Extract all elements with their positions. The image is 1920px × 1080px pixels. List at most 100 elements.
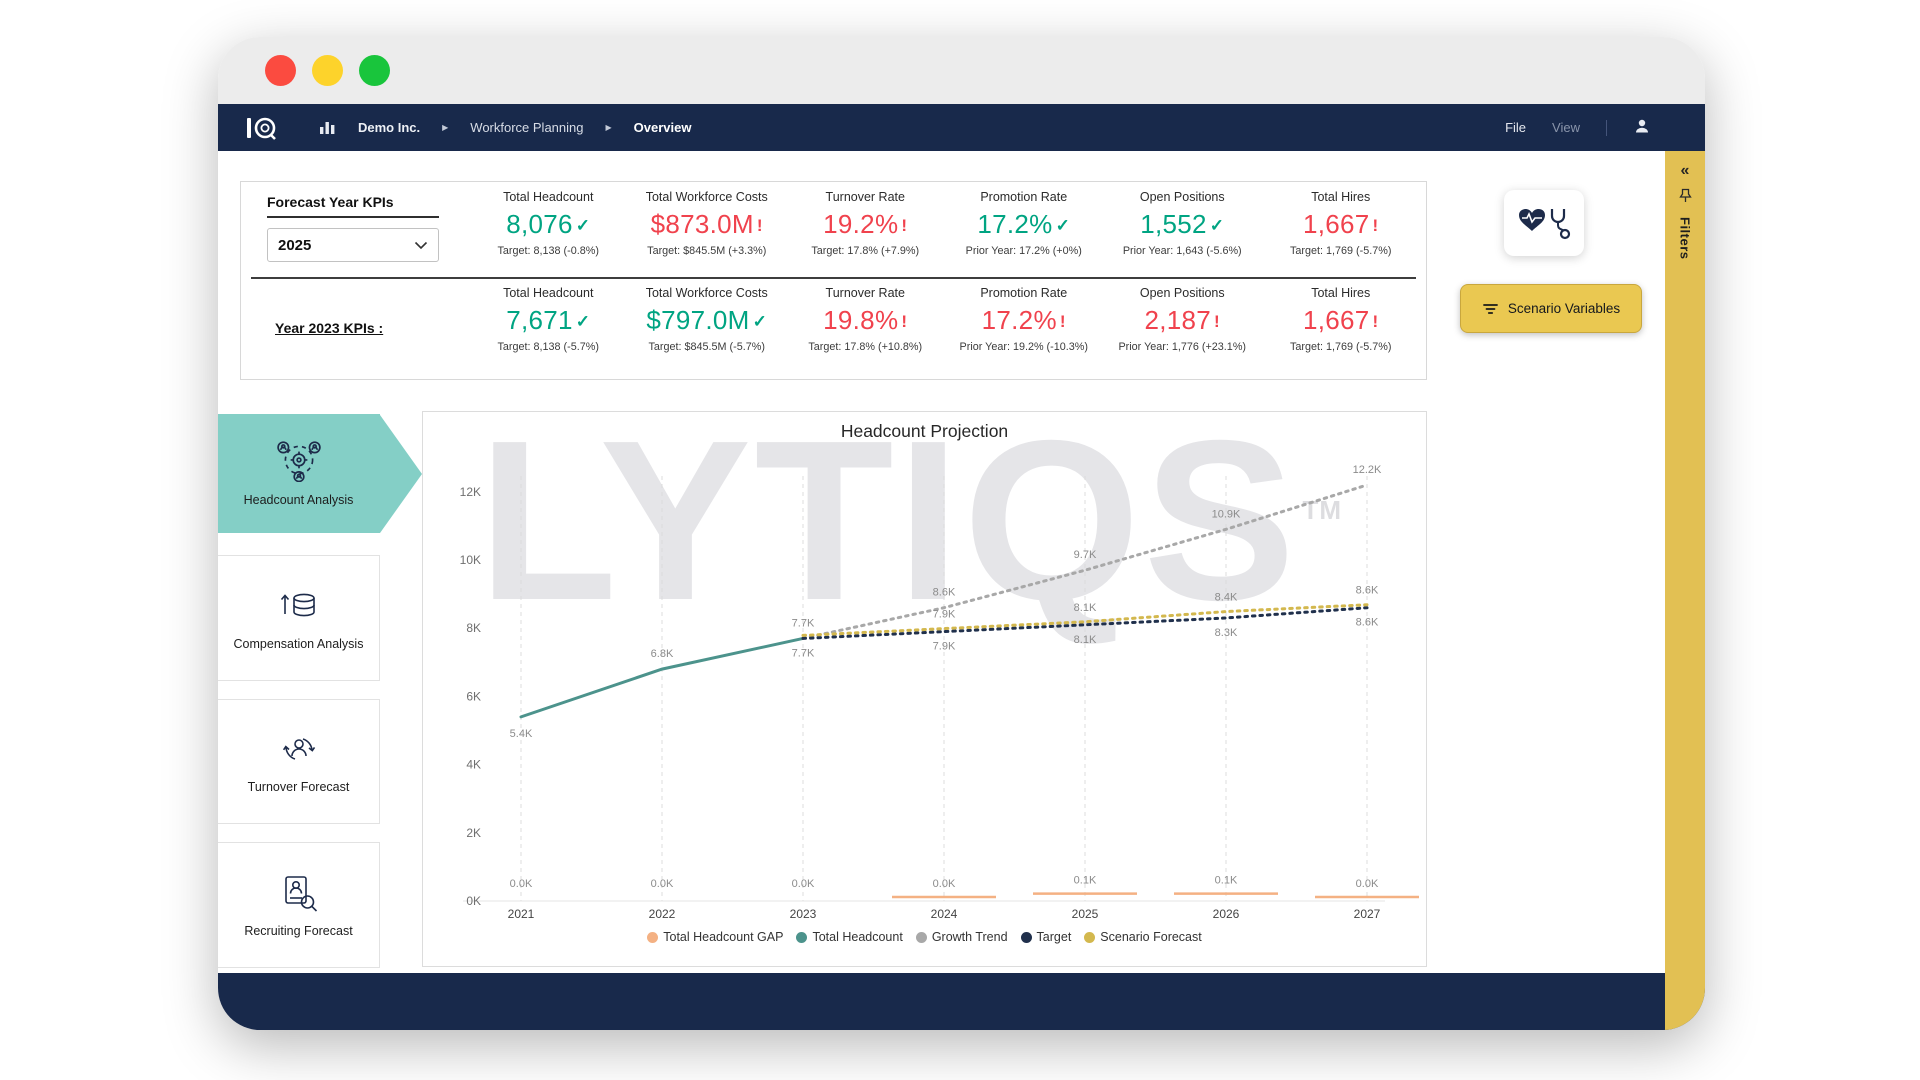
svg-text:7.9K: 7.9K — [933, 641, 956, 653]
svg-text:0.0K: 0.0K — [933, 878, 956, 890]
svg-text:2024: 2024 — [931, 907, 958, 921]
kpi-value-text: 19.8% — [823, 305, 899, 335]
legend-item[interactable]: Total Headcount — [796, 930, 903, 944]
kpi-forecast-turnover-rate: Turnover Rate 19.2%! Target: 17.8% (+7.9… — [786, 190, 945, 257]
kpi-subtext: Prior Year: 1,643 (-5.6%) — [1122, 245, 1242, 257]
svg-text:8.1K: 8.1K — [1074, 634, 1097, 646]
svg-text:6K: 6K — [466, 689, 481, 703]
kpi-2023-total-hires: Total Hires 1,667! Target: 1,769 (-5.7%) — [1262, 286, 1421, 353]
legend-item[interactable]: Scenario Forecast — [1084, 930, 1202, 944]
svg-text:8.6K: 8.6K — [1356, 585, 1379, 597]
sidebar-item-compensation-analysis[interactable]: Compensation Analysis — [218, 555, 380, 681]
kpi-value-text: 1,552 — [1140, 209, 1207, 239]
maximize-window-button[interactable] — [359, 55, 390, 86]
close-window-button[interactable] — [265, 55, 296, 86]
collapse-filters-icon[interactable]: « — [1680, 162, 1690, 179]
breadcrumb-company[interactable]: Demo Inc. — [358, 120, 421, 135]
kpi-indicator: ! — [901, 312, 908, 331]
kpi-row-divider — [251, 277, 1416, 279]
kpi-indicator: ! — [1372, 312, 1379, 331]
breadcrumb-arrow-icon: ▶ — [442, 123, 449, 132]
sidebar-item-label: Recruiting Forecast — [244, 923, 353, 938]
kpi-indicator: ✓ — [1209, 216, 1225, 235]
kpi-indicator: ! — [1372, 216, 1379, 235]
sidebar-item-label: Compensation Analysis — [233, 636, 364, 651]
kpi-indicator: ✓ — [575, 312, 591, 331]
kpi-subtext: Target: 8,138 (-0.8%) — [497, 245, 599, 257]
kpi-subtext: Prior Year: 1,776 (+23.1%) — [1118, 341, 1247, 353]
footer-bar — [218, 973, 1705, 1030]
kpi-2023-total-headcount: Total Headcount 7,671 ✓ Target: 8,138 (-5… — [469, 286, 628, 353]
breadcrumb-overview[interactable]: Overview — [633, 120, 692, 135]
sidebar-item-headcount-analysis[interactable]: Headcount Analysis — [218, 414, 422, 533]
svg-text:0K: 0K — [466, 894, 481, 908]
svg-text:10K: 10K — [460, 553, 481, 567]
kpi-indicator: ! — [1059, 312, 1066, 331]
legend-dot-icon — [796, 931, 808, 943]
kpi-value-text: 17.2% — [981, 305, 1057, 335]
kpi-subtext: Target: 8,138 (-5.7%) — [497, 341, 599, 353]
filters-panel: « Filters — [1665, 151, 1705, 1030]
kpi-subtext: Prior Year: 17.2% (+0%) — [965, 245, 1082, 257]
kpi-forecast-open-positions: Open Positions 1,552 ✓ Prior Year: 1,643 … — [1103, 190, 1262, 257]
svg-text:2K: 2K — [466, 826, 481, 840]
scenario-variables-button[interactable]: Scenario Variables — [1460, 284, 1642, 333]
kpi-value-text: 2,187 — [1144, 305, 1212, 335]
file-menu[interactable]: File — [1505, 120, 1527, 135]
legend-item[interactable]: Target — [1020, 930, 1072, 944]
svg-text:12K: 12K — [460, 485, 481, 499]
kpi-subtext: Target: 1,769 (-5.7%) — [1290, 245, 1392, 257]
breadcrumb-workforce-planning[interactable]: Workforce Planning — [470, 120, 584, 135]
year-2023-kpis-label: Year 2023 KPIs : — [275, 320, 384, 336]
kpi-subtext: Target: 17.8% (+10.8%) — [808, 341, 923, 353]
sidebar-item-label: Turnover Forecast — [247, 780, 350, 794]
sidebar-item-label: Headcount Analysis — [243, 493, 354, 507]
kpi-value-text: 7,671 — [506, 305, 573, 335]
chart-legend: Total Headcount GAP Total Headcount Growth… — [423, 930, 1426, 944]
year-2023-kpi-row: Total Headcount 7,671 ✓ Target: 8,138 (-5… — [469, 286, 1420, 353]
user-icon[interactable] — [1633, 117, 1651, 138]
headcount-projection-chart[interactable]: 2021 2022 2023 2024 2025 2026 2027 0K 2K 4K 6K 8K 10… — [423, 412, 1427, 967]
chevron-down-icon — [414, 241, 428, 249]
scenario-variables-label: Scenario Variables — [1507, 301, 1621, 316]
svg-text:9.7K: 9.7K — [1074, 549, 1097, 561]
kpi-indicator: ! — [901, 216, 908, 235]
kpi-subtext: Target: $845.5M (+3.3%) — [647, 245, 767, 257]
pin-filters-icon[interactable] — [1678, 188, 1692, 208]
kpi-subtext: Target: 1,769 (-5.7%) — [1290, 341, 1392, 353]
sidebar-item-recruiting-forecast[interactable]: Recruiting Forecast — [218, 842, 380, 968]
nav-divider — [1606, 119, 1607, 136]
kpi-subtext: Target: $845.5M (-5.7%) — [648, 341, 765, 353]
svg-text:12.2K: 12.2K — [1353, 464, 1382, 476]
sidebar-item-turnover-forecast[interactable]: Turnover Forecast — [218, 699, 380, 824]
legend-label: Growth Trend — [931, 930, 1008, 944]
svg-text:7.9K: 7.9K — [933, 609, 956, 621]
svg-text:2026: 2026 — [1213, 907, 1240, 921]
turnover-forecast-icon — [277, 729, 321, 772]
kpi-value-text: 8,076 — [506, 209, 573, 239]
headcount-analysis-icon — [276, 440, 322, 485]
health-icon — [1519, 209, 1571, 240]
app-logo[interactable] — [245, 115, 279, 141]
kpi-indicator: ! — [756, 216, 763, 235]
svg-text:0.0K: 0.0K — [1356, 878, 1379, 890]
svg-text:10.9K: 10.9K — [1212, 508, 1241, 520]
forecast-year-select[interactable]: 2025 — [267, 228, 439, 262]
kpi-value: $873.0M! — [628, 211, 787, 237]
view-menu[interactable]: View — [1552, 120, 1580, 135]
legend-dot-icon — [1020, 931, 1032, 943]
kpi-value: 17.2%! — [945, 307, 1104, 333]
legend-label: Target — [1036, 930, 1072, 944]
health-card[interactable] — [1504, 190, 1584, 256]
watermark: LYTIQS TM — [478, 412, 1342, 641]
legend-item[interactable]: Growth Trend — [915, 930, 1008, 944]
kpi-indicator: ✓ — [752, 312, 768, 331]
minimize-window-button[interactable] — [312, 55, 343, 86]
kpi-title: Total Headcount — [503, 286, 594, 300]
kpi-2023-open-positions: Open Positions 2,187! Prior Year: 1,776 … — [1103, 286, 1262, 353]
kpi-title: Total Hires — [1311, 190, 1371, 204]
headcount-projection-card: LYTIQS TM Headcount Projection 2021 2022 20… — [422, 411, 1427, 967]
legend-dot-icon — [647, 931, 659, 943]
legend-item[interactable]: Total Headcount GAP — [647, 930, 783, 944]
svg-text:2027: 2027 — [1354, 907, 1381, 921]
